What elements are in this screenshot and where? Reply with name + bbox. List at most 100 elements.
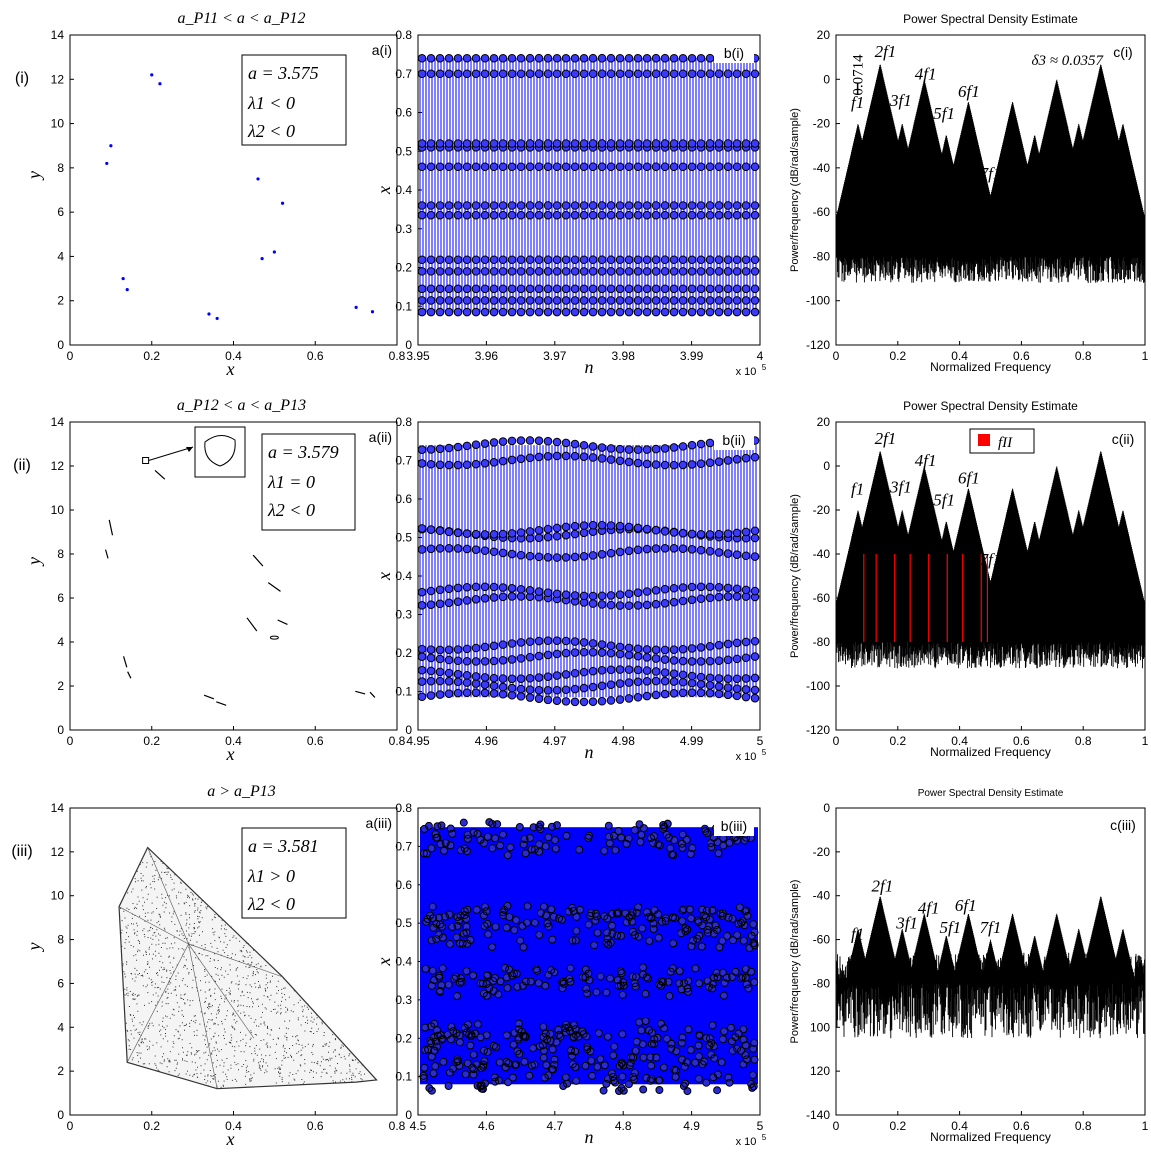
phase-x-tick-label: 0.8: [389, 1119, 406, 1133]
panel-tag: b(ii): [722, 432, 745, 448]
phase-y-tick-label: 10: [51, 117, 65, 131]
y-axis-label: Power/frequency (dB/rad/sample): [789, 494, 801, 658]
phase-y-tick-label: 6: [57, 205, 64, 219]
panel-header: a_P12 < a < a_P13: [177, 397, 306, 414]
phase-panel: a_P12 < a < a_P13 0 0.2 0.4 0.6 0.8 0 2 4 6 8 10 12 1…: [24, 397, 406, 764]
harmonic-label: 2f1: [871, 876, 893, 895]
ts-y-tick-label: 0.5: [395, 531, 412, 545]
phase-y-tick-label: 4: [57, 1020, 64, 1034]
row-label: (ii): [13, 457, 31, 474]
phase-x-tick-label: 0: [67, 1119, 74, 1133]
psd-y-tick-label: -80: [813, 635, 831, 649]
psd-trace: [835, 896, 1146, 1039]
psd-trace: [835, 64, 1146, 283]
tag-bg: [714, 428, 754, 450]
phase-y-tick-label: 4: [57, 635, 64, 649]
data-point: [215, 316, 219, 321]
x-axis-label: x: [226, 359, 235, 379]
data-point: [354, 305, 358, 309]
exponent-power: 5: [762, 363, 767, 372]
y-axis-label: y: [24, 171, 44, 181]
series-markers: [417, 592, 760, 610]
phase-y-tick-label: 8: [57, 933, 64, 947]
parameter-box: [241, 54, 347, 146]
x-axis-label: n: [585, 1127, 594, 1147]
phase-x-tick-label: 0.4: [225, 349, 242, 363]
harmonic-label: 7f1: [980, 918, 1002, 937]
harmonic-label: 4f1: [915, 64, 937, 83]
phase-y-tick-label: 2: [57, 294, 64, 308]
ts-x-tick-label: 4.6: [478, 1119, 495, 1133]
ts-y-tick-label: 0.2: [395, 1031, 412, 1045]
phase-x-tick-label: 0.4: [225, 734, 242, 748]
lyapunov-1: λ1 = 0: [267, 472, 315, 492]
phase-y-tick-label: 0: [57, 723, 64, 737]
harmonic-label: 7f1: [980, 550, 1002, 569]
psd-y-tick-label: -80: [813, 249, 831, 263]
parameter-a: a = 3.575: [248, 63, 319, 83]
phase-y-tick-label: 12: [51, 459, 65, 473]
harmonic-label: 3f1: [895, 914, 918, 933]
psd-title: Power Spectral Density Estimate: [903, 12, 1078, 26]
attractor-curve: [252, 554, 264, 567]
ts-y-tick-label: 0.7: [395, 839, 412, 853]
ts-x-tick-label: 5: [757, 734, 764, 748]
x-axis-label: x: [226, 744, 235, 764]
psd-x-tick-label: 0.4: [951, 1119, 968, 1133]
ts-x-tick-label: 3.95: [406, 349, 430, 363]
inset-curve: [204, 435, 236, 467]
phase-x-tick-label: 0.2: [143, 734, 160, 748]
phase-x-tick-label: 0.2: [143, 1119, 160, 1133]
psd-y-tick-label: -140: [806, 1108, 830, 1122]
phase-y-tick-label: 6: [57, 591, 64, 605]
parameter-box: [261, 433, 356, 531]
x-axis-label: Normalized Frequency: [930, 745, 1051, 759]
exponent-power: 5: [762, 1133, 767, 1142]
fII-peaks: [863, 554, 989, 642]
panel-tag: a(iii): [366, 815, 392, 831]
psd-title: Power Spectral Density Estimate: [903, 399, 1078, 413]
zoom-box: [142, 457, 150, 464]
harmonic-label: 2f1: [875, 42, 897, 61]
phase-y-tick-label: 2: [57, 1064, 64, 1078]
ts-y-tick-label: 0.4: [395, 955, 412, 969]
data-point: [105, 161, 109, 166]
attractor-curve: [269, 635, 279, 640]
harmonic-label: 3f1: [889, 477, 912, 496]
psd-title: Power Spectral Density Estimate: [918, 788, 1064, 799]
series-markers: [417, 451, 760, 470]
psd-y-tick-label: 0: [823, 459, 830, 473]
psd-panel: Power Spectral Density Estimate 0 0.2 0.4 0.…: [789, 399, 1149, 759]
psd-y-tick-label: -100: [806, 679, 830, 693]
data-point: [370, 310, 375, 314]
phase-x-tick-label: 0: [67, 349, 74, 363]
psd-y-tick-label: -60: [813, 205, 831, 219]
legend-swatch: [978, 434, 990, 446]
x-axis-label: n: [585, 742, 594, 762]
series-markers: [417, 210, 760, 220]
series-markers: [419, 818, 759, 1096]
data-point: [256, 177, 260, 181]
attractor-curve: [127, 671, 132, 679]
panel-tag: b(iii): [721, 818, 747, 834]
y-axis-label: x: [374, 186, 394, 195]
series-markers: [417, 255, 760, 265]
psd-y-tick-label: -100: [806, 294, 830, 308]
tag-bg: [714, 41, 754, 63]
ts-y-tick-label: 0.1: [395, 1070, 412, 1084]
psd-axes: [835, 34, 1146, 346]
attractor-filament: [188, 943, 283, 978]
data-point: [109, 144, 113, 148]
ts-y-tick-label: 0.2: [395, 646, 412, 660]
ts-y-tick-label: 0.3: [395, 608, 412, 622]
y-axis-label: x: [374, 958, 394, 967]
attractor-curve: [154, 469, 166, 480]
ts-x-tick-label: 3.98: [612, 349, 636, 363]
phase-x-tick-label: 0.2: [143, 349, 160, 363]
tag-bg: [1105, 814, 1141, 834]
psd-x-tick-label: 0: [833, 734, 840, 748]
ts-x-tick-label: 4: [757, 349, 764, 363]
